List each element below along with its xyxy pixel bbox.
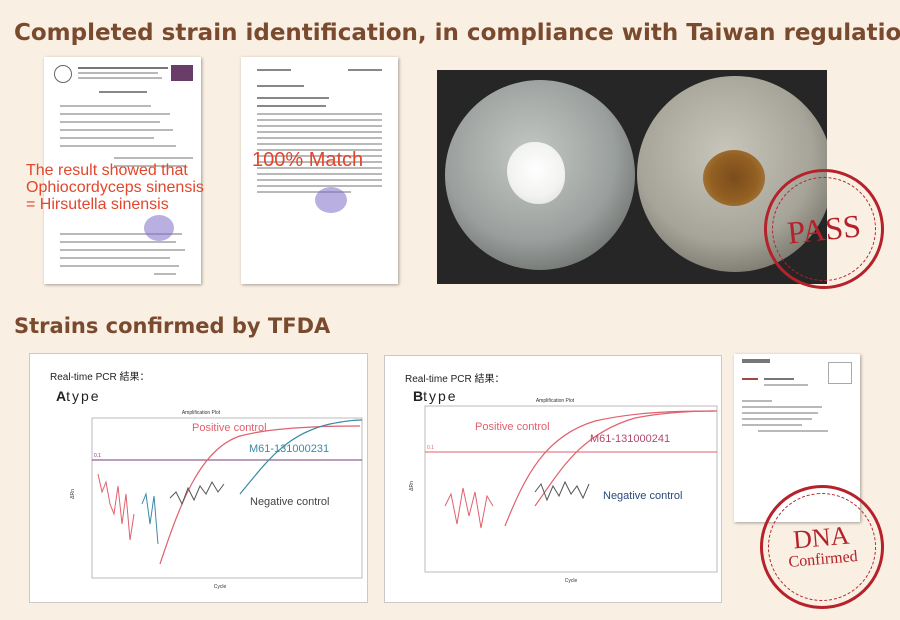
type-label-b: Btype (413, 388, 458, 404)
pcr-panel-b: Real-time PCR 結果： Btype Amplification Pl… (384, 355, 722, 603)
pcr-title-b: Real-time PCR 結果： (405, 374, 505, 385)
middle-heading: Strains confirmed by TFDA (14, 314, 331, 338)
dna-report-logo (828, 362, 852, 384)
negative-curve-a-right (169, 480, 225, 506)
sample-curve-b (534, 410, 718, 507)
dna-report-header (742, 359, 770, 363)
x-axis-label-a: Cycle (214, 584, 227, 590)
pass-stamp-ring (766, 171, 882, 287)
type-word-b: type (423, 388, 458, 404)
positive-label-b: Positive control (475, 421, 550, 433)
dna-stamp-ring (763, 488, 881, 606)
plot-title-a: Amplification Plot (182, 410, 221, 416)
negative-curve-b-right (534, 480, 590, 502)
type-letter-b: B (413, 388, 424, 404)
type-label-a: Atype (56, 388, 101, 404)
negative-label-a: Negative control (250, 496, 330, 508)
negative-curve-b-left (444, 487, 494, 529)
match-note: 100% Match (252, 149, 364, 171)
negative-curve-a-mid (141, 492, 159, 545)
negative-curve-a-left (97, 473, 135, 541)
type-word-a: type (66, 388, 101, 404)
sample-label-b: M61-131000241 (590, 433, 670, 445)
report-logo (54, 65, 72, 83)
sequence-seal (315, 187, 347, 213)
petri-dish-photo (437, 70, 827, 284)
x-axis-label-b: Cycle (565, 578, 578, 584)
report-seal (144, 215, 174, 241)
positive-curve-b (504, 410, 716, 527)
brown-colony (703, 150, 765, 206)
pcr-panel-a: Real-time PCR 結果： Atype Amplification Pl… (29, 353, 368, 603)
top-heading: Completed strain identification, in comp… (14, 20, 900, 46)
amplification-plot-a: Amplification Plot 0.1 Cycle ΔRn Positiv… (70, 410, 363, 590)
dna-report-document (734, 354, 860, 522)
negative-label-b: Negative control (603, 490, 683, 502)
plot-title-b: Amplification Plot (536, 398, 575, 404)
sample-curve-a (239, 419, 363, 495)
pcr-title-a: Real-time PCR 結果： (50, 372, 150, 383)
identification-note: The result showed that Ophiocordyceps si… (26, 162, 204, 213)
plot-frame-b (424, 405, 718, 573)
report-badge (171, 65, 193, 81)
threshold-label-b: 0.1 (427, 445, 434, 451)
positive-label-a: Positive control (192, 422, 267, 434)
amplification-plot-b: Amplification Plot 0.1 Cycle ΔRn Positiv… (409, 398, 718, 584)
sequence-report-document (241, 57, 398, 284)
identification-note-line-3: = Hirsutella sinensis (26, 195, 169, 213)
sample-label-a: M61-131000231 (249, 443, 329, 455)
identification-note-line-2: Ophiocordyceps sinensis (26, 178, 204, 196)
white-colony (507, 142, 565, 204)
identification-report-document (44, 57, 201, 284)
threshold-label-a: 0.1 (94, 453, 101, 459)
identification-note-line-1: The result showed that (26, 162, 188, 179)
type-letter-a: A (56, 388, 67, 404)
y-axis-label-b: ΔRn (409, 481, 415, 491)
plot-frame-a (91, 417, 363, 579)
y-axis-label-a: ΔRn (70, 489, 76, 499)
